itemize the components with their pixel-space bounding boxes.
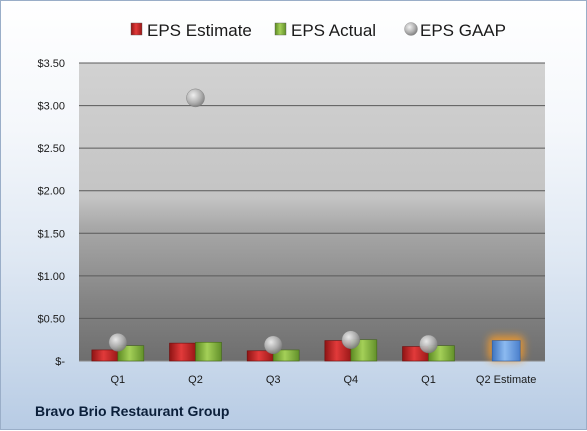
marker-eps-gaap [108, 333, 128, 352]
y-tick-label: $1.50 [37, 228, 65, 240]
x-tick-label: Q2 [188, 374, 203, 386]
bar-eps-estimate-next [491, 340, 521, 362]
y-tick-label: $2.50 [37, 143, 65, 155]
x-tick-label: Q1 [421, 374, 436, 386]
bar-eps-actual [272, 349, 300, 362]
legend-label: EPS GAAP [420, 21, 506, 40]
y-tick-label: $3.50 [37, 58, 65, 70]
bar-eps-estimate [91, 349, 119, 362]
x-tick-label: Q2 Estimate [476, 374, 537, 386]
y-tick-label: $- [55, 356, 65, 368]
x-tick-label: Q4 [343, 374, 358, 386]
bar-eps-actual [117, 345, 145, 362]
legend-swatch [404, 22, 418, 36]
x-axis-labels: Q1 Q2 Q3 Q4 Q1 Q2 Estimate [110, 374, 536, 386]
y-axis-labels: $- $0.50 $1.00 $1.50 $2.00 $2.50 $3.00 $3.50 [37, 58, 65, 368]
x-tick-label: Q3 [266, 374, 281, 386]
x-tick-label: Q1 [110, 374, 125, 386]
legend-swatch [130, 22, 143, 36]
bar-eps-estimate [169, 342, 196, 362]
legend-label: EPS Actual [291, 21, 376, 40]
y-tick-label: $2.00 [37, 186, 65, 198]
y-tick-label: $1.00 [37, 271, 65, 283]
bar-eps-actual [195, 341, 222, 362]
legend-swatch [274, 22, 287, 36]
marker-eps-gaap [341, 330, 361, 349]
legend: EPS Estimate EPS Actual EPS GAAP [130, 21, 506, 40]
company-name: Bravo Brio Restaurant Group [35, 403, 230, 419]
chart-marks [91, 88, 525, 362]
legend-label: EPS Estimate [147, 21, 252, 40]
gridlines [79, 62, 545, 362]
marker-eps-gaap [263, 335, 283, 355]
plot-area [79, 63, 545, 361]
marker-eps-gaap [419, 334, 438, 354]
y-tick-label: $3.00 [37, 101, 65, 113]
marker-eps-gaap [186, 88, 205, 108]
y-tick-label: $0.50 [37, 313, 65, 325]
